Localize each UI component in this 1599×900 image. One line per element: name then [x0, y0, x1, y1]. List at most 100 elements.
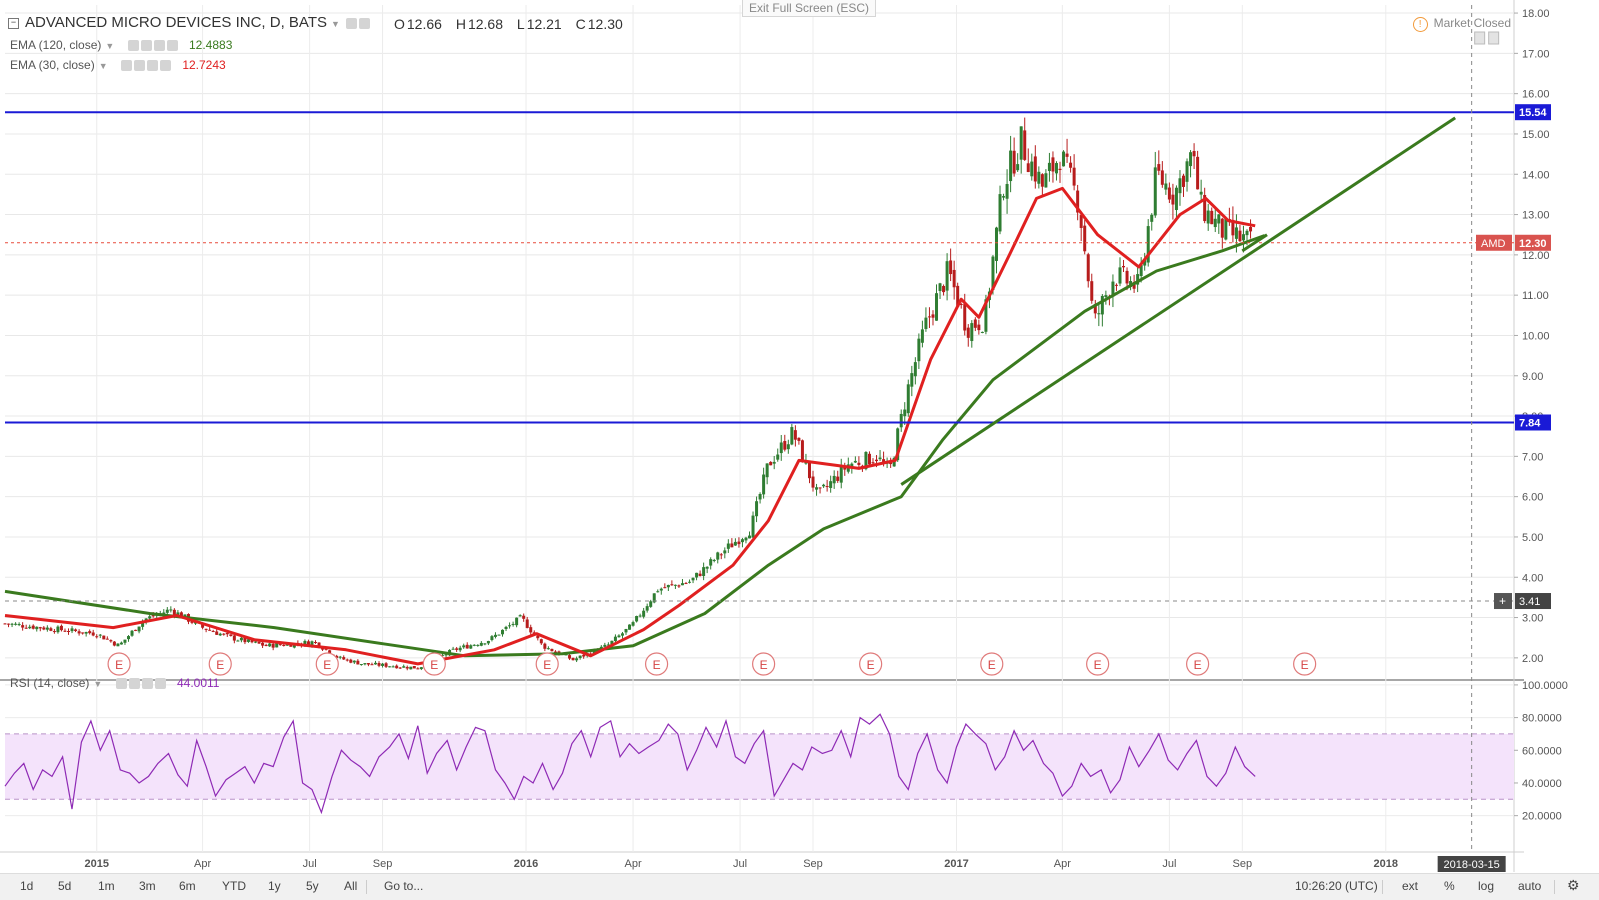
chevron-down-icon[interactable]: ▼ — [98, 61, 108, 71]
candle-body — [663, 587, 667, 589]
candle-body — [525, 619, 529, 628]
settings-icon[interactable] — [140, 40, 152, 52]
indicator-ema120-legend[interactable]: EMA (120, close) ▼ 12.4883 — [10, 38, 232, 52]
collapse-icon[interactable]: − — [8, 17, 19, 29]
range-ytd[interactable]: YTD — [222, 879, 246, 893]
candle-body — [786, 444, 790, 450]
candle-body — [1097, 313, 1101, 315]
candle-body — [289, 643, 293, 647]
range-3m[interactable]: 3m — [139, 879, 156, 893]
plus-icon[interactable] — [153, 40, 165, 52]
eye-icon[interactable] — [115, 678, 127, 690]
close-icon[interactable] — [159, 60, 171, 72]
market-status: ! Market Closed — [1412, 16, 1511, 32]
candle-body — [232, 635, 236, 641]
log-toggle[interactable]: log — [1478, 879, 1495, 893]
earnings-marker — [422, 652, 446, 676]
range-6m[interactable]: 6m — [179, 879, 196, 893]
close-icon[interactable] — [166, 40, 178, 52]
price-tick-label: 14.00 — [1522, 169, 1550, 181]
percent-toggle[interactable]: % — [1444, 879, 1455, 893]
more-icon[interactable] — [359, 17, 371, 29]
candle-body — [1054, 163, 1058, 174]
candle-body — [1220, 218, 1224, 238]
range-1m[interactable]: 1m — [98, 879, 115, 893]
price-tick-label: 13.00 — [1522, 210, 1550, 222]
auto-toggle[interactable]: auto — [1518, 879, 1542, 893]
candle-body — [1122, 266, 1126, 268]
candle-body — [592, 649, 596, 655]
candle-body — [797, 437, 801, 441]
rsi-tick-label: 80.0000 — [1522, 713, 1562, 725]
ohlc-open: 12.66 — [406, 16, 442, 32]
ext-toggle[interactable]: ext — [1402, 879, 1419, 893]
ohlc-low-key: L — [516, 16, 525, 32]
earnings-marker — [315, 652, 339, 676]
last-price-box — [1515, 234, 1551, 251]
range-5y[interactable]: 5y — [306, 879, 319, 893]
range-all[interactable]: All — [344, 879, 358, 893]
candle-body — [684, 583, 688, 585]
rsi-legend[interactable]: RSI (14, close) ▼ 44.0011 — [10, 676, 219, 690]
price-tick-label: 2.00 — [1522, 653, 1543, 665]
candle-body — [310, 641, 314, 646]
candle-body — [628, 624, 632, 630]
earnings-marker-label: E — [323, 658, 331, 672]
candle-body — [91, 632, 95, 636]
earnings-marker — [1186, 652, 1210, 676]
chevron-down-icon[interactable]: ▼ — [105, 41, 115, 51]
plus-icon[interactable] — [146, 60, 158, 72]
candle-body — [102, 635, 106, 640]
candle-body — [606, 644, 610, 646]
settings-icon[interactable] — [346, 17, 358, 29]
price-tick-label: 15.00 — [1522, 129, 1550, 141]
settings-icon[interactable] — [133, 60, 145, 72]
candle-body — [913, 362, 917, 377]
eye-icon[interactable] — [127, 40, 139, 52]
goto-date-button[interactable]: Go to... — [384, 879, 424, 893]
candle-body — [1192, 151, 1196, 157]
candle-body — [638, 615, 642, 617]
candle-body — [688, 581, 692, 583]
candle-body — [635, 616, 639, 622]
candle-body — [935, 293, 939, 321]
close-icon[interactable] — [154, 678, 166, 690]
warning-icon: ! — [1412, 17, 1428, 32]
plus-icon[interactable] — [141, 678, 153, 690]
candle-body — [455, 648, 459, 650]
candle-body — [1012, 150, 1016, 174]
symbol-title[interactable]: − ADVANCED MICRO DEVICES INC, D, BATS ▼ — [8, 14, 371, 31]
exit-fullscreen-button[interactable]: Exit Full Screen (ESC) — [742, 0, 877, 17]
candle-body — [1104, 295, 1108, 298]
settings-icon[interactable] — [128, 678, 140, 690]
candle-body — [1217, 214, 1221, 224]
range-5d[interactable]: 5d — [58, 879, 72, 893]
eye-icon[interactable] — [120, 60, 132, 72]
candle-body — [702, 567, 706, 576]
range-1y[interactable]: 1y — [268, 879, 281, 893]
candle-body — [381, 663, 385, 666]
gear-icon[interactable]: ⚙ — [1567, 877, 1580, 893]
candle-body — [493, 634, 497, 637]
candle-body — [338, 656, 342, 658]
range-1d[interactable]: 1d — [20, 879, 34, 893]
candle-body — [243, 637, 247, 643]
indicator-ema30-legend[interactable]: EMA (30, close) ▼ 12.7243 — [10, 58, 226, 72]
candle-body — [832, 475, 836, 484]
candle-body — [441, 654, 445, 656]
chevron-down-icon[interactable]: ▼ — [93, 679, 103, 689]
candle-body — [1224, 218, 1228, 240]
candle-body — [515, 617, 519, 626]
candle-body — [666, 584, 670, 588]
ema120-line — [4, 234, 1266, 658]
candle-body — [1174, 187, 1178, 211]
price-tick-label: 18.00 — [1522, 8, 1550, 20]
price-label-text: 7.84 — [1519, 418, 1541, 430]
crosshair-price-box — [1515, 593, 1551, 610]
rsi-tick-label: 60.0000 — [1522, 745, 1562, 757]
time-tick-label: 2018 — [1374, 858, 1398, 870]
crosshair-plus-icon: + — [1499, 594, 1506, 608]
chevron-down-icon[interactable]: ▼ — [331, 19, 340, 29]
